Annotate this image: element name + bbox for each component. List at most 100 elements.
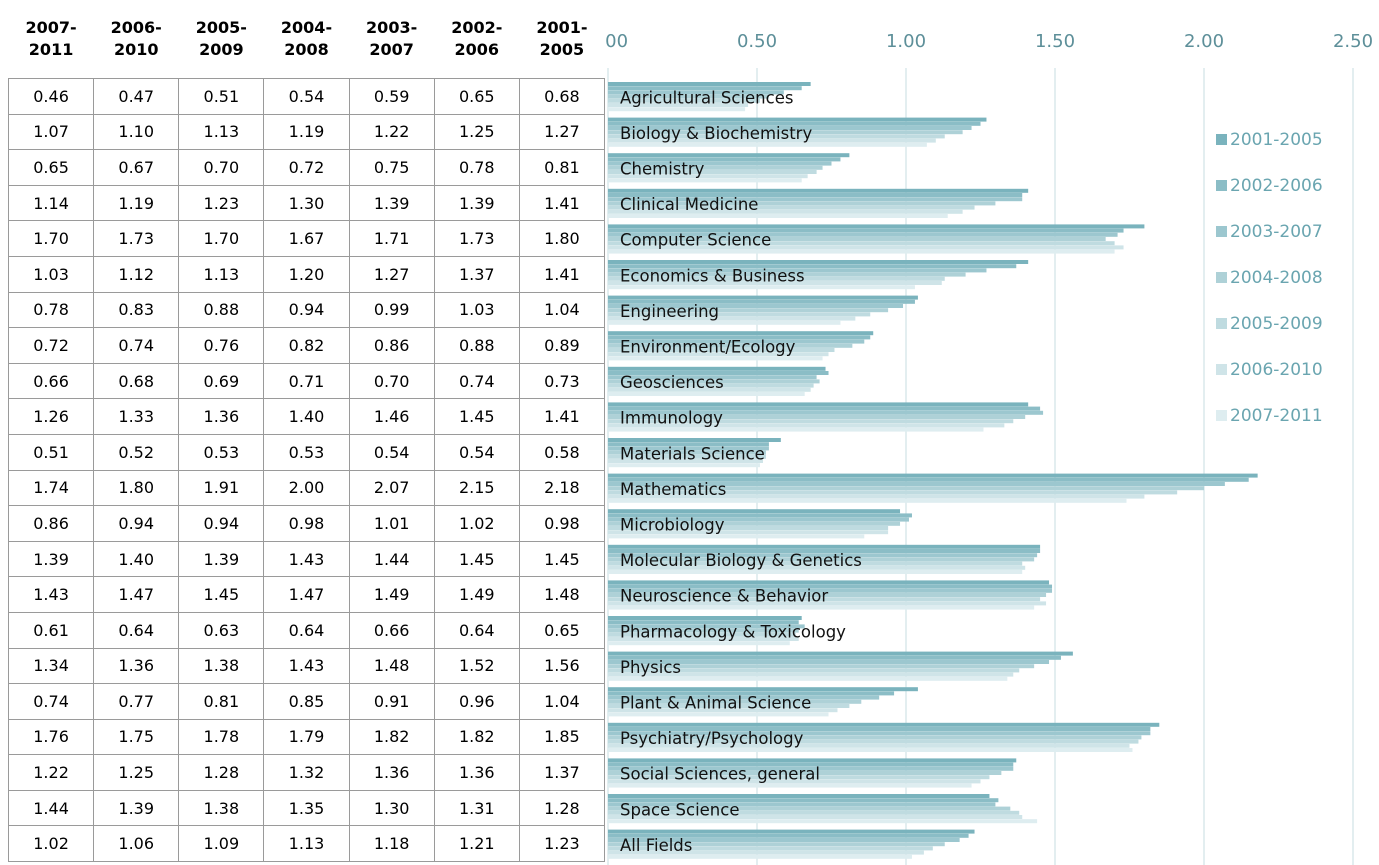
- cell: 1.03: [7, 255, 95, 293]
- bar: [608, 107, 746, 112]
- cell: 1.73: [93, 220, 180, 257]
- bar: [608, 482, 1225, 486]
- bar: [608, 735, 1142, 740]
- cell: 1.32: [263, 754, 350, 791]
- bar: [608, 153, 850, 158]
- bar: [608, 850, 924, 855]
- cell: 1.44: [7, 789, 95, 827]
- cell: 0.58: [518, 433, 606, 471]
- category-label: Social Sciences, general: [620, 765, 820, 784]
- bar: [608, 165, 823, 170]
- cell: 0.78: [433, 149, 520, 186]
- category-label: Immunology: [620, 409, 723, 428]
- bar: [608, 94, 769, 99]
- cell: 0.85: [263, 683, 350, 720]
- cell: 1.91: [178, 469, 265, 507]
- cell: 1.52: [433, 647, 520, 685]
- cell: 0.54: [263, 78, 350, 115]
- bar: [608, 838, 960, 842]
- bar: [608, 672, 1014, 677]
- cell: 0.89: [518, 327, 606, 364]
- cell: 1.09: [178, 825, 265, 863]
- bar: [608, 676, 1008, 681]
- column-header: 2004-2008: [280, 18, 333, 59]
- table-body: 0.46 0.47 0.51 0.54 0.59 0.65 0.68 1.07 1.10 1.13…: [7, 78, 606, 863]
- cell: 0.94: [93, 505, 180, 542]
- bar: [608, 616, 802, 620]
- bar: [608, 295, 918, 300]
- bar: [608, 695, 880, 700]
- bar: [608, 392, 805, 396]
- bar: [608, 312, 871, 317]
- cell: 1.37: [518, 754, 606, 791]
- bar: [608, 201, 996, 206]
- legend-swatch: [1216, 410, 1227, 421]
- bar: [608, 704, 850, 708]
- category-label: Psychiatry/Psychology: [620, 729, 804, 748]
- cell: 0.81: [178, 683, 265, 720]
- cell: 0.74: [433, 362, 520, 400]
- bar: [608, 308, 889, 313]
- category-label: Pharmacology & Toxicology: [620, 622, 846, 641]
- bar: [608, 348, 835, 352]
- cell: 0.65: [518, 611, 606, 649]
- legend-swatch: [1216, 226, 1227, 237]
- cell: 1.36: [433, 754, 520, 791]
- cell: 1.02: [7, 825, 95, 863]
- bar: [608, 410, 1044, 415]
- table-row: 0.74 0.77 0.81 0.85 0.91 0.96 1.04: [7, 683, 606, 720]
- category-label: Space Science: [620, 800, 740, 819]
- bar: [608, 224, 1145, 229]
- bar: [608, 161, 832, 166]
- category-label: Clinical Medicine: [620, 195, 758, 214]
- bar: [608, 446, 769, 451]
- table-row: 0.72 0.74 0.76 0.82 0.86 0.88 0.89: [7, 327, 606, 364]
- cell: 1.45: [433, 540, 520, 578]
- cell: 1.33: [93, 398, 180, 435]
- bar: [608, 517, 909, 522]
- category-label: Biology & Biochemistry: [620, 124, 812, 143]
- cell: 2.18: [518, 469, 606, 507]
- bar: [608, 450, 766, 455]
- bar: [608, 771, 1002, 775]
- cell: 0.88: [433, 327, 520, 364]
- cell: 1.47: [263, 576, 350, 613]
- bar: [608, 513, 912, 518]
- cell: 0.64: [433, 611, 520, 649]
- cell: 1.19: [93, 184, 180, 222]
- bar: [608, 214, 948, 218]
- cell: 0.76: [178, 327, 265, 364]
- bar: [608, 121, 981, 126]
- cell: 0.54: [433, 433, 520, 471]
- cell: 0.64: [93, 611, 180, 649]
- category-label: Microbiology: [620, 516, 725, 535]
- cell: 1.67: [263, 220, 350, 257]
- table-row: 0.46 0.47 0.51 0.54 0.59 0.65 0.68: [7, 78, 606, 115]
- cell: 0.53: [178, 433, 265, 471]
- table-row: 1.74 1.80 1.91 2.00 2.07 2.15 2.18: [7, 469, 606, 507]
- cell: 1.73: [433, 220, 520, 257]
- cell: 1.43: [263, 647, 350, 685]
- category-label: Geosciences: [620, 373, 724, 392]
- bar: [608, 637, 799, 641]
- cell: 1.37: [433, 255, 520, 293]
- bar: [608, 406, 1041, 411]
- table-row: 1.44 1.39 1.38 1.35 1.30 1.31 1.28: [7, 789, 606, 827]
- cell: 1.31: [433, 789, 520, 827]
- category-label: Chemistry: [620, 160, 705, 179]
- cell: 1.36: [178, 398, 265, 435]
- legend-label: 2006-2010: [1230, 360, 1323, 380]
- bar: [608, 779, 981, 784]
- bar: [608, 260, 1029, 264]
- bar: [608, 620, 799, 625]
- cell: 1.22: [7, 754, 95, 791]
- category-label: Physics: [620, 658, 681, 677]
- cell: 0.74: [93, 327, 180, 364]
- bar: [608, 232, 1118, 237]
- cell: 1.43: [263, 540, 350, 578]
- cell: 1.28: [178, 754, 265, 791]
- cell: 1.39: [178, 540, 265, 578]
- cell: 1.79: [263, 718, 350, 756]
- bar: [608, 748, 1133, 752]
- cell: 1.23: [518, 825, 606, 863]
